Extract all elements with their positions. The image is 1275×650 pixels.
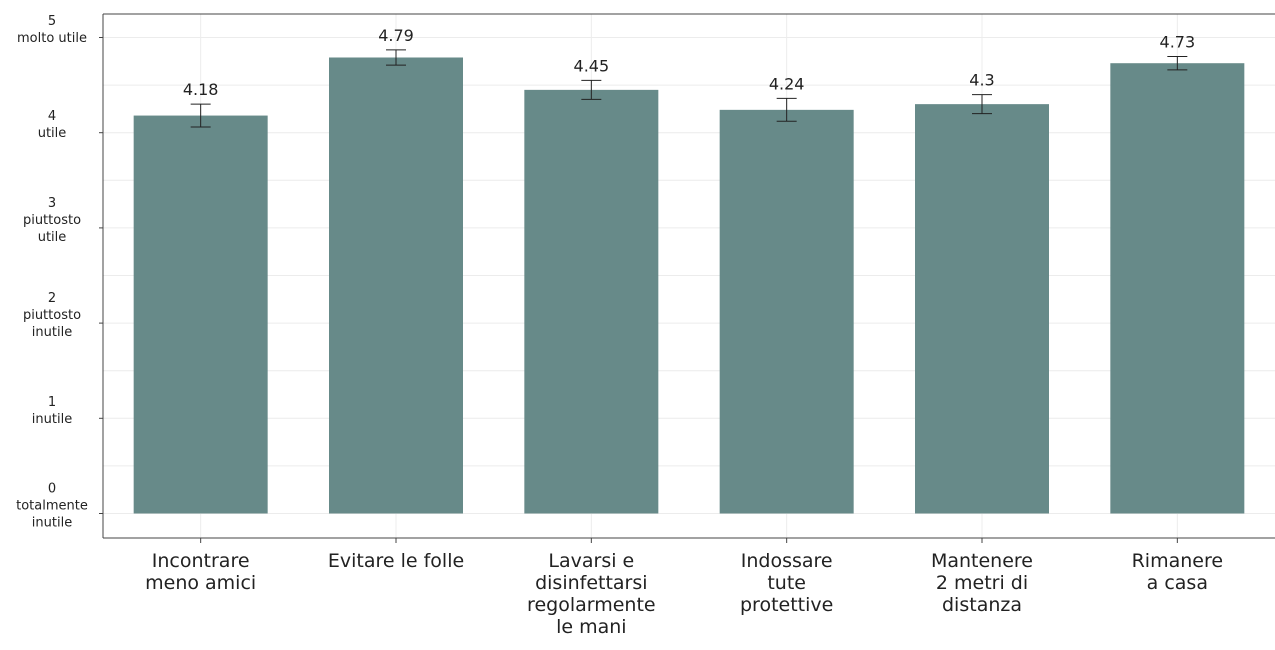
y-tick-label: 5 molto utile [17, 14, 87, 46]
x-tick-label: Mantenere 2 metri di distanza [931, 550, 1033, 616]
data-label: 4.45 [574, 56, 610, 75]
data-label: 4.24 [769, 74, 805, 93]
y-tick-label: 0 totalmente inutile [16, 482, 88, 531]
y-tick-label: 4 utile [38, 109, 67, 141]
x-tick-label: Lavarsi e disinfettarsi regolarmente le man… [527, 550, 656, 638]
x-tick-label: Indossare tute protettive [740, 550, 833, 616]
bar [524, 89, 659, 514]
bar [1110, 63, 1245, 514]
y-tick-label: 2 piuttosto inutile [23, 291, 81, 340]
data-label: 4.79 [378, 26, 414, 45]
x-tick-label: Evitare le folle [328, 550, 464, 572]
y-tick-label: 3 piuttosto utile [23, 196, 81, 245]
x-tick-label: Rimanere a casa [1132, 550, 1223, 594]
data-label: 4.73 [1160, 33, 1196, 52]
x-tick-label: Incontrare meno amici [145, 550, 256, 594]
data-label: 4.3 [969, 71, 994, 90]
bar [329, 57, 463, 514]
bar [719, 109, 854, 514]
y-tick-label: 1 inutile [32, 395, 72, 427]
bar [915, 104, 1049, 514]
data-label: 4.18 [183, 80, 219, 99]
bar [133, 115, 268, 514]
